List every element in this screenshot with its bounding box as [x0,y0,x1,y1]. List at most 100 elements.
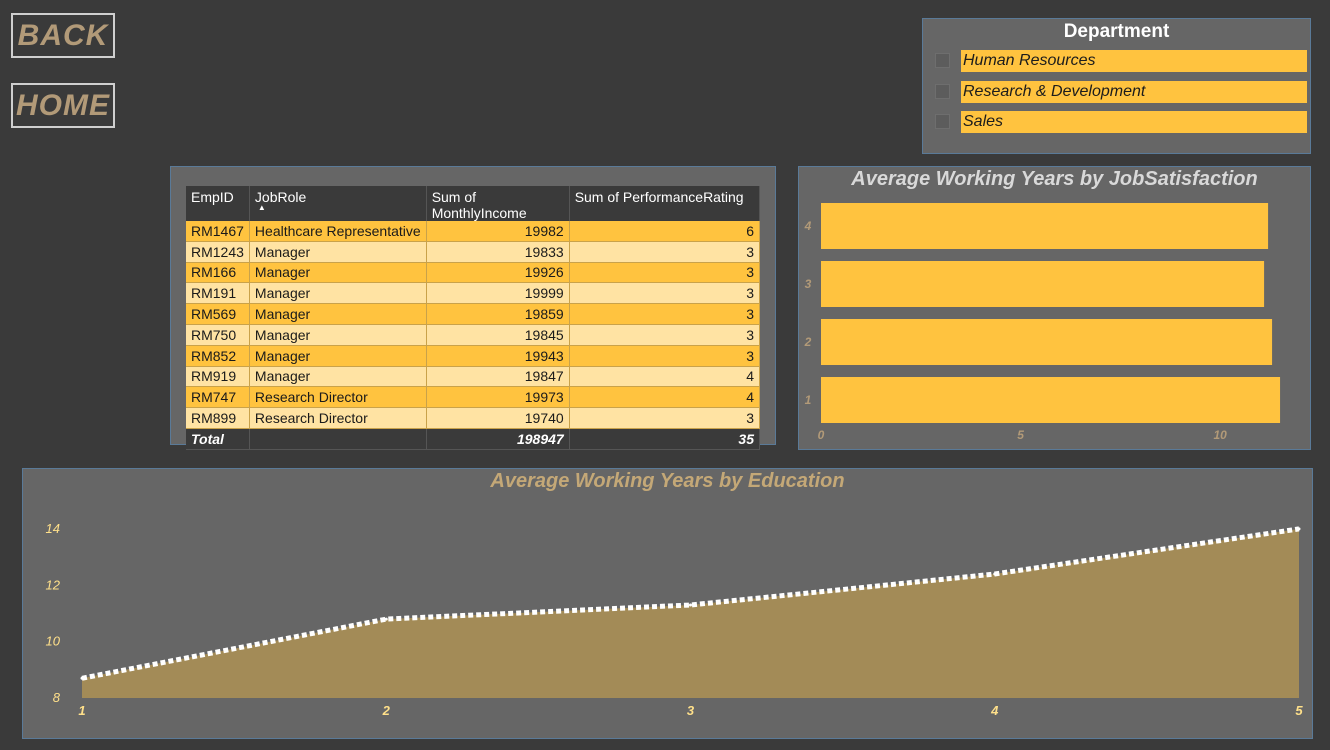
table-total-row: Total 198947 35 [186,428,761,450]
table-row[interactable]: RM191 Manager 19999 3 [186,282,761,305]
table-cell: 19859 [426,303,570,325]
table-cell: 19973 [426,386,570,409]
slicer-item-human-resources[interactable]: Human Resources [935,50,1307,72]
table-cell: 3 [569,324,761,346]
slicer-item-label: Human Resources [961,50,1307,72]
table-cell: 19740 [426,407,570,429]
bar-chart-visual: Average Working Years by JobSatisfaction… [798,166,1311,450]
checkbox[interactable] [935,53,950,68]
sort-ascending-icon: ▲ [257,203,266,212]
column-header-empid[interactable]: EmpID [186,186,250,221]
table-cell: 19845 [426,324,570,346]
bar [821,319,1273,365]
table-cell: Manager [249,324,427,346]
area-chart-visual: Average Working Years by Education 8 10 12… [22,468,1313,739]
table-cell: RM569 [186,303,250,325]
header-label: Sum of MonthlyIncome [431,189,527,221]
table-row[interactable]: RM166 Manager 19926 3 [186,262,761,284]
y-tick-label: 12 [46,577,61,592]
table-cell: Healthcare Representative [249,221,427,242]
table-row[interactable]: RM750 Manager 19845 3 [186,324,761,346]
slicer-item-label: Sales [961,111,1307,133]
table-cell: 3 [569,241,761,263]
table-cell: Manager [249,303,427,325]
bar [821,377,1281,423]
y-tick-label: 2 [804,335,812,349]
table-cell: 3 [569,345,761,367]
x-tick-label: 5 [1295,703,1303,718]
table-cell: 19999 [426,282,570,305]
column-header-jobrole[interactable]: JobRole ▲ [249,186,427,221]
back-button[interactable]: BACK [11,13,115,58]
table-row[interactable]: RM569 Manager 19859 3 [186,303,761,325]
employee-table-visual: EmpID JobRole ▲ Sum of MonthlyIncome Sum … [170,166,776,450]
slicer-item-research-development[interactable]: Research & Development [935,81,1307,103]
area-fill [82,528,1299,698]
table-cell: RM899 [186,407,250,429]
slicer-title: Department [1063,21,1170,42]
table-cell: RM919 [186,366,250,388]
table-cell: RM191 [186,282,250,305]
total-cell: 35 [569,428,761,450]
checkbox[interactable] [935,114,950,129]
data-point [1297,527,1301,531]
table-cell: 19847 [426,366,570,388]
table-cell: RM747 [186,386,250,409]
table-cell: 3 [569,407,761,429]
table-cell: Research Director [249,407,427,429]
y-tick-label: 10 [46,634,61,649]
y-tick-label: 8 [53,690,61,705]
data-point [689,603,692,607]
total-cell: Total [186,428,250,450]
data-point [80,676,84,680]
data-point [384,617,388,621]
x-tick-label: 0 [818,428,825,442]
header-label: Sum of PerformanceRating [574,189,744,205]
column-header-performancerating[interactable]: Sum of PerformanceRating [569,186,761,221]
table-cell: Manager [249,366,427,388]
table-cell: RM1467 [186,221,250,242]
table-cell: 3 [569,303,761,325]
y-tick-label: 3 [805,277,812,291]
column-header-monthlyincome[interactable]: Sum of MonthlyIncome [426,186,570,221]
table-cell: 4 [569,366,761,388]
x-tick-label: 2 [382,703,391,718]
total-cell [249,428,427,450]
data-point [993,572,997,576]
table-cell: 4 [569,386,761,409]
x-tick-label: 3 [687,703,695,718]
x-tick-label: 10 [1214,428,1228,442]
home-button[interactable]: HOME [11,83,115,128]
table-cell: RM1243 [186,241,250,263]
area-chart-title: Average Working Years by Education [490,470,845,492]
table-cell: 3 [569,262,761,284]
header-label: EmpID [191,189,234,205]
table-row[interactable]: RM1243 Manager 19833 3 [186,241,761,263]
bar [821,261,1265,307]
table-row[interactable]: RM919 Manager 19847 4 [186,366,761,388]
table-cell: RM750 [186,324,250,346]
checkbox[interactable] [935,84,950,99]
bar [821,203,1269,249]
table-row[interactable]: RM899 Research Director 19740 3 [186,407,761,429]
table-cell: Manager [249,282,427,305]
table-cell: RM166 [186,262,250,284]
table-row[interactable]: RM852 Manager 19943 3 [186,345,761,367]
table-cell: 19926 [426,262,570,284]
table-cell: 6 [569,221,761,242]
slicer-item-sales[interactable]: Sales [935,111,1307,133]
x-tick-label: 1 [78,703,85,718]
employee-table: EmpID JobRole ▲ Sum of MonthlyIncome Sum … [186,186,761,450]
total-cell: 198947 [426,428,570,450]
table-row[interactable]: RM747 Research Director 19973 4 [186,386,761,409]
table-cell: 19833 [426,241,570,263]
header-label: JobRole [254,189,307,205]
department-slicer: Department Human Resources Research & De… [922,18,1311,154]
table-cell: Manager [249,262,427,284]
table-row[interactable]: RM1467 Healthcare Representative 19982 6 [186,221,761,242]
y-tick-label: 14 [46,521,60,536]
table-cell: 3 [569,282,761,305]
bar-chart-title: Average Working Years by JobSatisfaction [851,168,1258,190]
